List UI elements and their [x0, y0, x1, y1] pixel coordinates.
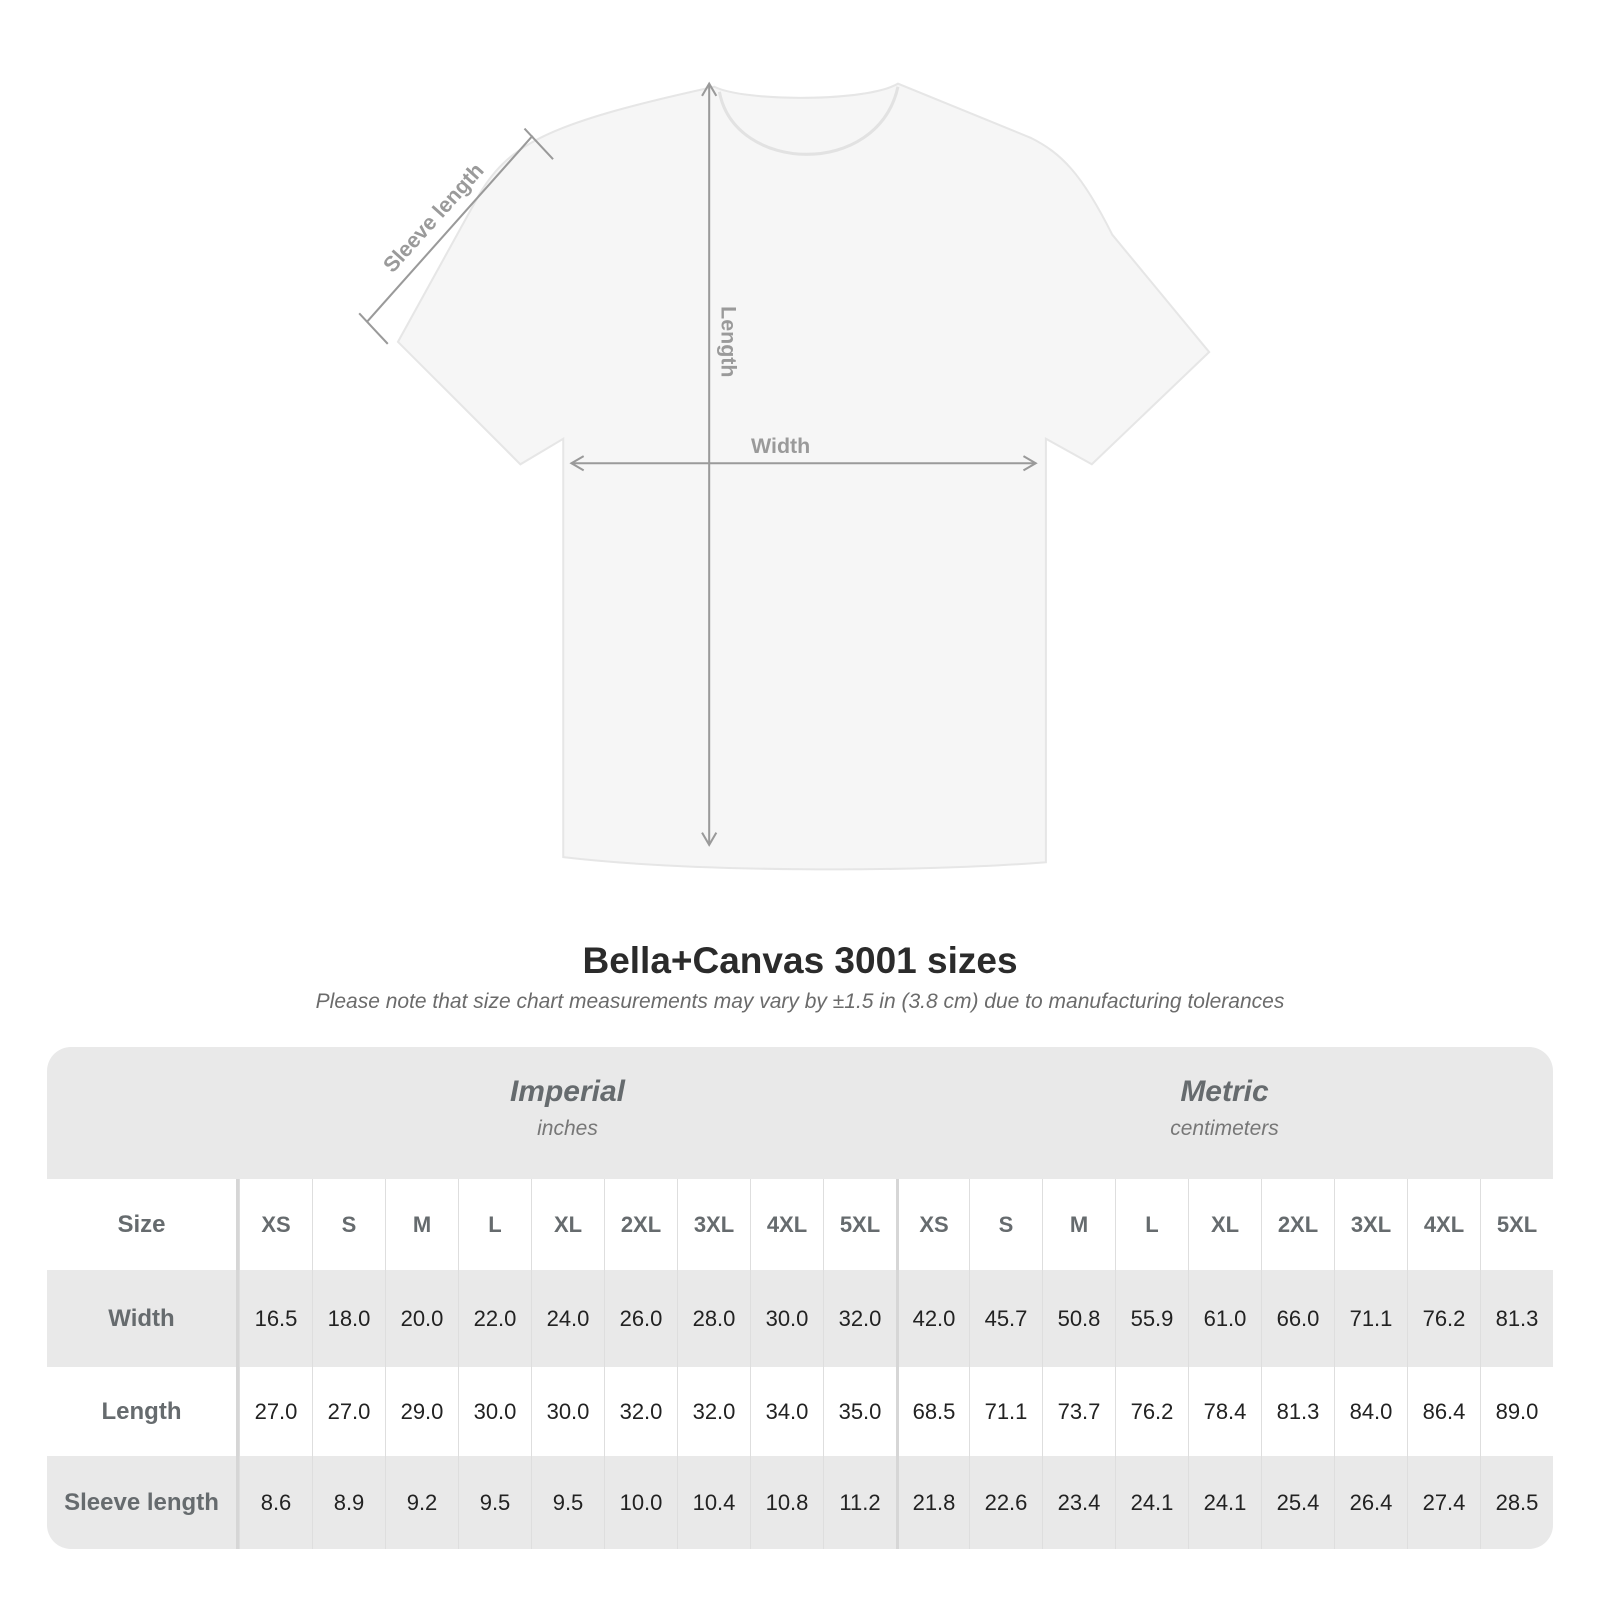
- metric-value: 76.2: [1115, 1367, 1188, 1456]
- metric-value: 23.4: [1042, 1456, 1115, 1549]
- imperial-value: 26.0: [604, 1270, 677, 1367]
- size-header-metric: M: [1042, 1179, 1115, 1270]
- metric-value: 71.1: [969, 1367, 1042, 1456]
- imperial-value: 18.0: [312, 1270, 385, 1367]
- tolerance-note: Please note that size chart measurements…: [315, 990, 1285, 1013]
- size-header-metric: 5XL: [1480, 1179, 1553, 1270]
- metric-value: 55.9: [1115, 1270, 1188, 1367]
- size-header-metric: XL: [1188, 1179, 1261, 1270]
- imperial-value: 11.2: [823, 1456, 896, 1549]
- collar: [717, 86, 900, 156]
- metric-value: 84.0: [1334, 1367, 1407, 1456]
- size-header-imperial: 5XL: [823, 1179, 896, 1270]
- table-row: Length 27.0 27.0 29.0 30.0 30.0 32.0 32.0 34.0 35…: [47, 1367, 1553, 1456]
- imperial-value: 8.9: [312, 1456, 385, 1549]
- metric-unit: centimeters: [1170, 1117, 1279, 1140]
- imperial-value: 32.0: [604, 1367, 677, 1456]
- page-title: Bella+Canvas 3001 sizes: [582, 940, 1018, 981]
- size-header-imperial: 3XL: [677, 1179, 750, 1270]
- imperial-value: 16.5: [239, 1270, 312, 1367]
- tshirt-shape: [396, 82, 1211, 871]
- width-label: Width: [751, 434, 810, 458]
- length-label: Length: [716, 306, 740, 377]
- metric-title: Metric: [1180, 1075, 1269, 1108]
- size-label: Size: [47, 1179, 239, 1270]
- header-band: [47, 1047, 1553, 1179]
- imperial-value: 34.0: [750, 1367, 823, 1456]
- metric-value: 89.0: [1480, 1367, 1553, 1456]
- imperial-header: Imperial inches: [239, 1047, 896, 1179]
- metric-value: 21.8: [896, 1456, 969, 1549]
- size-header-metric: 2XL: [1261, 1179, 1334, 1270]
- metric-value: 42.0: [896, 1270, 969, 1367]
- metric-value: 81.3: [1261, 1367, 1334, 1456]
- metric-value: 50.8: [1042, 1270, 1115, 1367]
- metric-value: 66.0: [1261, 1270, 1334, 1367]
- row-label: Length: [47, 1367, 239, 1456]
- imperial-value: 10.0: [604, 1456, 677, 1549]
- imperial-value: 20.0: [385, 1270, 458, 1367]
- imperial-value: 28.0: [677, 1270, 750, 1367]
- metric-value: 86.4: [1407, 1367, 1480, 1456]
- size-header-imperial: XL: [531, 1179, 604, 1270]
- size-header-imperial: XS: [239, 1179, 312, 1270]
- table-row: Width 16.5 18.0 20.0 22.0 24.0 26.0 28.0 30.0 32.…: [47, 1270, 1553, 1367]
- imperial-value: 32.0: [677, 1367, 750, 1456]
- size-header-metric: 3XL: [1334, 1179, 1407, 1270]
- table-row: Sleeve length 8.6 8.9 9.2 9.5 9.5 10.0 10.4 10.8…: [47, 1456, 1553, 1549]
- metric-value: 68.5: [896, 1367, 969, 1456]
- row-band-sleeve: [47, 1456, 1553, 1549]
- imperial-unit: inches: [537, 1117, 598, 1140]
- size-header-metric: S: [969, 1179, 1042, 1270]
- size-header-row: Size XS S M L XL 2XL 3XL 4XL 5XL XS S M L XL 2XL 3XL 4XL 5…: [47, 1179, 1553, 1270]
- size-header-metric: 4XL: [1407, 1179, 1480, 1270]
- metric-value: 45.7: [969, 1270, 1042, 1367]
- imperial-value: 24.0: [531, 1270, 604, 1367]
- imperial-value: 10.4: [677, 1456, 750, 1549]
- row-label: Sleeve length: [47, 1456, 239, 1549]
- imperial-value: 9.2: [385, 1456, 458, 1549]
- imperial-value: 10.8: [750, 1456, 823, 1549]
- sleeve-measure-line: [366, 135, 534, 323]
- metric-value: 71.1: [1334, 1270, 1407, 1367]
- row-label: Width: [47, 1270, 239, 1367]
- imperial-value: 30.0: [531, 1367, 604, 1456]
- metric-value: 28.5: [1480, 1456, 1553, 1549]
- imperial-value: 27.0: [312, 1367, 385, 1456]
- metric-value: 24.1: [1188, 1456, 1261, 1549]
- metric-value: 22.6: [969, 1456, 1042, 1549]
- metric-value: 27.4: [1407, 1456, 1480, 1549]
- metric-value: 61.0: [1188, 1270, 1261, 1367]
- imperial-value: 22.0: [458, 1270, 531, 1367]
- size-header-imperial: 4XL: [750, 1179, 823, 1270]
- imperial-value: 9.5: [531, 1456, 604, 1549]
- size-header-imperial: L: [458, 1179, 531, 1270]
- metric-header: Metric centimeters: [896, 1047, 1553, 1179]
- imperial-value: 8.6: [239, 1456, 312, 1549]
- size-header-metric: L: [1115, 1179, 1188, 1270]
- imperial-value: 30.0: [750, 1270, 823, 1367]
- metric-value: 26.4: [1334, 1456, 1407, 1549]
- metric-value: 78.4: [1188, 1367, 1261, 1456]
- metric-value: 81.3: [1480, 1270, 1553, 1367]
- imperial-value: 29.0: [385, 1367, 458, 1456]
- size-header-imperial: M: [385, 1179, 458, 1270]
- metric-value: 25.4: [1261, 1456, 1334, 1549]
- size-header-metric: XS: [896, 1179, 969, 1270]
- metric-value: 76.2: [1407, 1270, 1480, 1367]
- size-header-imperial: S: [312, 1179, 385, 1270]
- imperial-value: 32.0: [823, 1270, 896, 1367]
- size-header-imperial: 2XL: [604, 1179, 677, 1270]
- imperial-value: 35.0: [823, 1367, 896, 1456]
- imperial-title: Imperial: [509, 1075, 626, 1108]
- imperial-value: 30.0: [458, 1367, 531, 1456]
- metric-value: 73.7: [1042, 1367, 1115, 1456]
- imperial-value: 9.5: [458, 1456, 531, 1549]
- size-table: Imperial inches Metric centimeters Size X…: [47, 1047, 1553, 1549]
- row-band-width: [47, 1270, 1553, 1367]
- metric-value: 24.1: [1115, 1456, 1188, 1549]
- imperial-value: 27.0: [239, 1367, 312, 1456]
